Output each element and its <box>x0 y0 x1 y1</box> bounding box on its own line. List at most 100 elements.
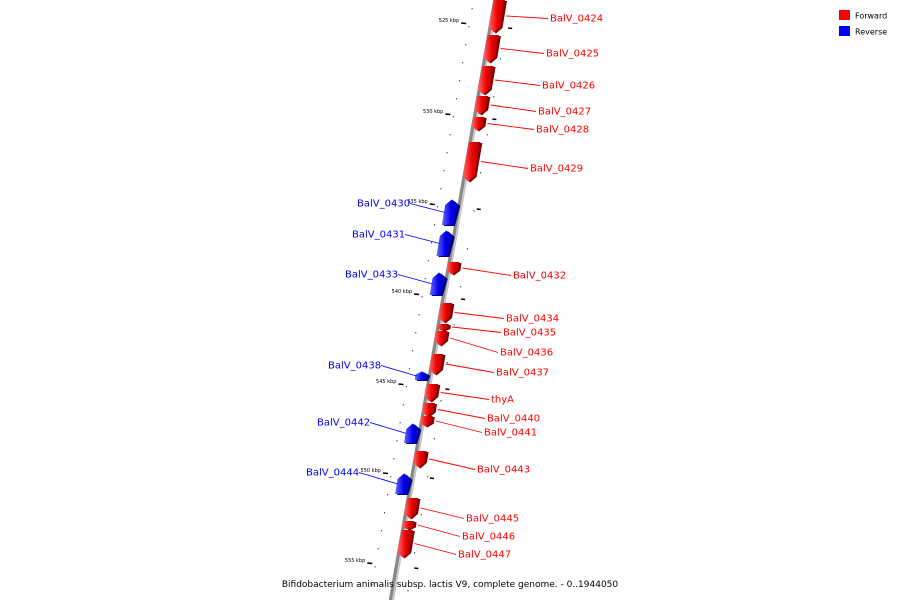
gene-label[interactable]: BalV_0434 <box>506 314 559 325</box>
gene-BalV_0435[interactable]: BalV_0435 <box>436 324 556 339</box>
gene-leader-line <box>380 365 417 377</box>
minor-tick <box>443 170 445 172</box>
gene-BalV_0429[interactable]: BalV_0429 <box>462 142 584 183</box>
tick-mark <box>460 298 466 301</box>
gene-arrow[interactable] <box>436 324 449 331</box>
minor-tick <box>383 512 385 514</box>
gene-leader-line <box>500 48 545 54</box>
minor-tick <box>440 400 442 402</box>
gene-arrow[interactable] <box>412 451 427 468</box>
gene-label[interactable]: BalV_0433 <box>345 270 398 281</box>
gene-label[interactable]: BalV_0425 <box>546 49 599 60</box>
gene-label[interactable]: BalV_0447 <box>458 550 511 561</box>
gene-BalV_0440[interactable]: BalV_0440 <box>421 403 540 425</box>
gene-BalV_0441[interactable]: BalV_0441 <box>419 416 537 439</box>
gene-BalV_0432[interactable]: BalV_0432 <box>446 262 566 282</box>
tick-mark <box>476 208 481 211</box>
gene-thyA[interactable]: thyA <box>424 384 514 406</box>
gene-leader-line <box>462 267 512 276</box>
gene-arrow[interactable] <box>462 142 481 182</box>
gene-arrow[interactable] <box>395 473 411 495</box>
gene-BalV_0446[interactable]: BalV_0446 <box>402 521 515 543</box>
gene-label[interactable]: BalV_0442 <box>317 418 370 429</box>
gene-BalV_0444[interactable]: BalV_0444 <box>306 468 413 496</box>
tick-mark <box>508 27 513 30</box>
minor-tick <box>377 548 379 550</box>
gene-BalV_0445[interactable]: BalV_0445 <box>403 498 519 525</box>
gene-arrow[interactable] <box>434 331 448 346</box>
gene-label[interactable]: BalV_0435 <box>503 328 556 339</box>
gene-leader-line <box>435 420 483 433</box>
gene-BalV_0443[interactable]: BalV_0443 <box>412 451 530 476</box>
gene-label[interactable]: BalV_0428 <box>536 125 589 136</box>
gene-arrow[interactable] <box>441 199 459 226</box>
gene-BalV_0424[interactable]: BalV_0424 <box>488 0 603 34</box>
gene-label[interactable]: BalV_0432 <box>513 271 566 282</box>
legend: Forward Reverse <box>839 10 887 37</box>
gene-arrow[interactable] <box>477 66 494 95</box>
minor-tick <box>402 404 404 406</box>
gene-BalV_0434[interactable]: BalV_0434 <box>438 303 559 325</box>
tick-mark <box>492 118 497 121</box>
gene-leader-line <box>454 312 505 319</box>
minor-tick <box>493 96 495 98</box>
gene-label[interactable]: BalV_0437 <box>496 368 549 379</box>
gene-BalV_0437[interactable]: BalV_0437 <box>428 354 549 379</box>
minor-tick <box>393 458 395 460</box>
gene-label[interactable]: BalV_0430 <box>357 199 410 210</box>
gene-arrow[interactable] <box>402 521 415 530</box>
gene-leader-line <box>369 422 407 434</box>
gene-label[interactable]: BalV_0436 <box>500 348 553 359</box>
gene-BalV_0433[interactable]: BalV_0433 <box>345 270 448 297</box>
gene-arrow[interactable] <box>428 354 444 375</box>
gene-arrow[interactable] <box>421 403 435 417</box>
gene-arrow[interactable] <box>436 230 453 257</box>
gene-label[interactable]: BalV_0438 <box>328 361 381 372</box>
minor-tick <box>471 8 473 10</box>
gene-arrow[interactable] <box>474 96 489 115</box>
legend-item-forward: Forward <box>839 10 887 21</box>
gene-arrow[interactable] <box>429 272 446 296</box>
gene-BalV_0442[interactable]: BalV_0442 <box>317 418 422 445</box>
gene-arrow[interactable] <box>471 117 485 131</box>
tick-mark <box>445 388 450 391</box>
gene-arrow[interactable] <box>419 416 433 427</box>
gene-arrow[interactable] <box>483 35 499 63</box>
gene-label[interactable]: BalV_0445 <box>466 514 519 525</box>
gene-label[interactable]: BalV_0444 <box>306 468 359 479</box>
gene-arrow[interactable] <box>488 0 505 33</box>
minor-tick <box>437 206 439 208</box>
gene-leader-line <box>404 234 440 244</box>
gene-BalV_0425[interactable]: BalV_0425 <box>483 35 599 64</box>
gene-label[interactable]: BalV_0441 <box>484 428 537 439</box>
major-tick: 525 kbp <box>439 18 513 30</box>
gene-arrow[interactable] <box>438 303 453 323</box>
gene-BalV_0427[interactable]: BalV_0427 <box>474 96 591 118</box>
gene-BalV_0430[interactable]: BalV_0430 <box>357 199 461 227</box>
gene-BalV_0447[interactable]: BalV_0447 <box>397 530 511 561</box>
gene-label[interactable]: BalV_0426 <box>542 81 595 92</box>
gene-label[interactable]: BalV_0440 <box>487 414 540 425</box>
legend-label-reverse: Reverse <box>855 28 887 37</box>
gene-label[interactable]: BalV_0431 <box>352 230 405 241</box>
minor-tick <box>468 26 470 28</box>
gene-BalV_0436[interactable]: BalV_0436 <box>434 331 553 359</box>
gene-arrow[interactable] <box>403 423 420 444</box>
gene-label[interactable]: thyA <box>491 395 514 406</box>
gene-label[interactable]: BalV_0446 <box>462 532 515 543</box>
gene-leader-line <box>417 524 461 537</box>
gene-arrow[interactable] <box>397 530 413 558</box>
gene-arrow[interactable] <box>446 262 460 275</box>
gene-label[interactable]: BalV_0429 <box>530 164 583 175</box>
gene-BalV_0428[interactable]: BalV_0428 <box>471 117 589 136</box>
gene-arrow[interactable] <box>403 498 419 519</box>
gene-leader-line <box>480 161 529 169</box>
gene-BalV_0438[interactable]: BalV_0438 <box>328 361 431 382</box>
gene-label[interactable]: BalV_0424 <box>550 14 603 25</box>
gene-BalV_0431[interactable]: BalV_0431 <box>352 230 455 258</box>
gene-arrow[interactable] <box>414 371 429 381</box>
gene-arrow[interactable] <box>424 384 439 402</box>
gene-label[interactable]: BalV_0443 <box>477 465 530 476</box>
gene-BalV_0426[interactable]: BalV_0426 <box>477 66 595 96</box>
gene-label[interactable]: BalV_0427 <box>538 107 591 118</box>
